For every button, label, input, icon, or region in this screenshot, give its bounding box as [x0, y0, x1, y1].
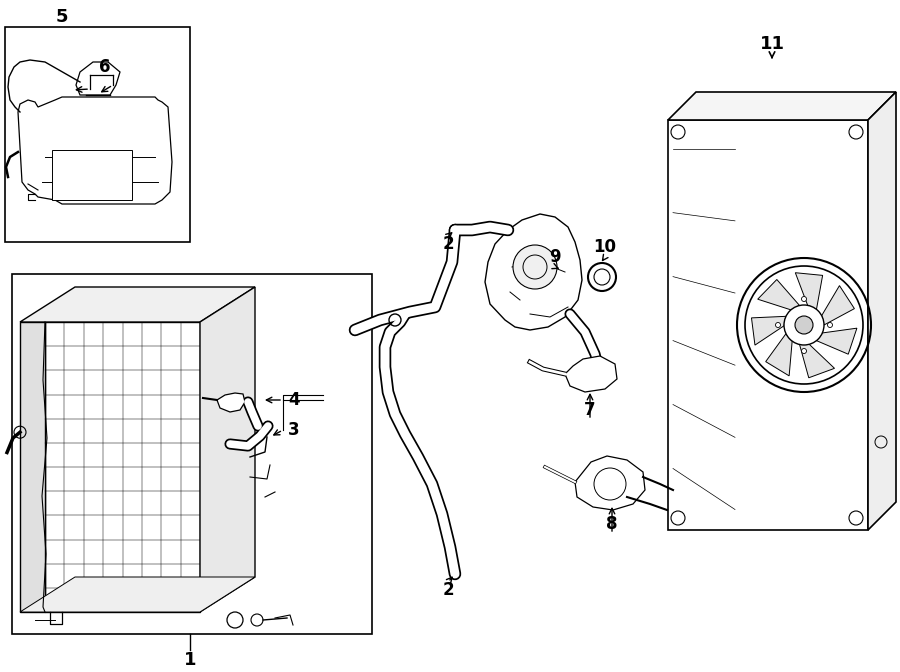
Bar — [668, 120, 868, 530]
Bar — [5, 27, 190, 242]
Circle shape — [802, 349, 806, 353]
Polygon shape — [752, 317, 786, 345]
Polygon shape — [20, 287, 255, 322]
Text: 5: 5 — [56, 8, 68, 26]
Circle shape — [795, 316, 813, 334]
Polygon shape — [822, 286, 854, 325]
Polygon shape — [799, 344, 834, 378]
Polygon shape — [758, 280, 799, 310]
Bar — [52, 150, 132, 200]
Bar — [12, 274, 372, 634]
Text: 2: 2 — [442, 581, 454, 599]
Circle shape — [776, 323, 780, 327]
Text: 1: 1 — [184, 651, 196, 669]
Polygon shape — [565, 356, 617, 392]
Polygon shape — [485, 214, 582, 330]
Polygon shape — [217, 393, 245, 412]
Polygon shape — [766, 334, 792, 376]
Polygon shape — [200, 287, 255, 612]
Circle shape — [784, 305, 824, 345]
Text: 7: 7 — [584, 401, 596, 419]
Text: 6: 6 — [99, 58, 111, 76]
Text: 2: 2 — [442, 235, 454, 253]
Circle shape — [513, 245, 557, 289]
Circle shape — [827, 323, 832, 327]
Polygon shape — [20, 322, 45, 612]
Polygon shape — [668, 92, 896, 120]
Text: 8: 8 — [607, 515, 617, 533]
Text: 4: 4 — [288, 391, 300, 409]
Text: 10: 10 — [593, 238, 616, 256]
Polygon shape — [20, 577, 255, 612]
Circle shape — [745, 266, 863, 384]
Polygon shape — [575, 456, 645, 510]
Polygon shape — [868, 92, 896, 530]
Polygon shape — [796, 273, 823, 309]
Text: 3: 3 — [288, 421, 300, 439]
Circle shape — [802, 296, 806, 302]
Bar — [45, 322, 200, 612]
Text: 11: 11 — [760, 35, 785, 53]
Text: 9: 9 — [549, 248, 561, 266]
Polygon shape — [816, 328, 857, 354]
